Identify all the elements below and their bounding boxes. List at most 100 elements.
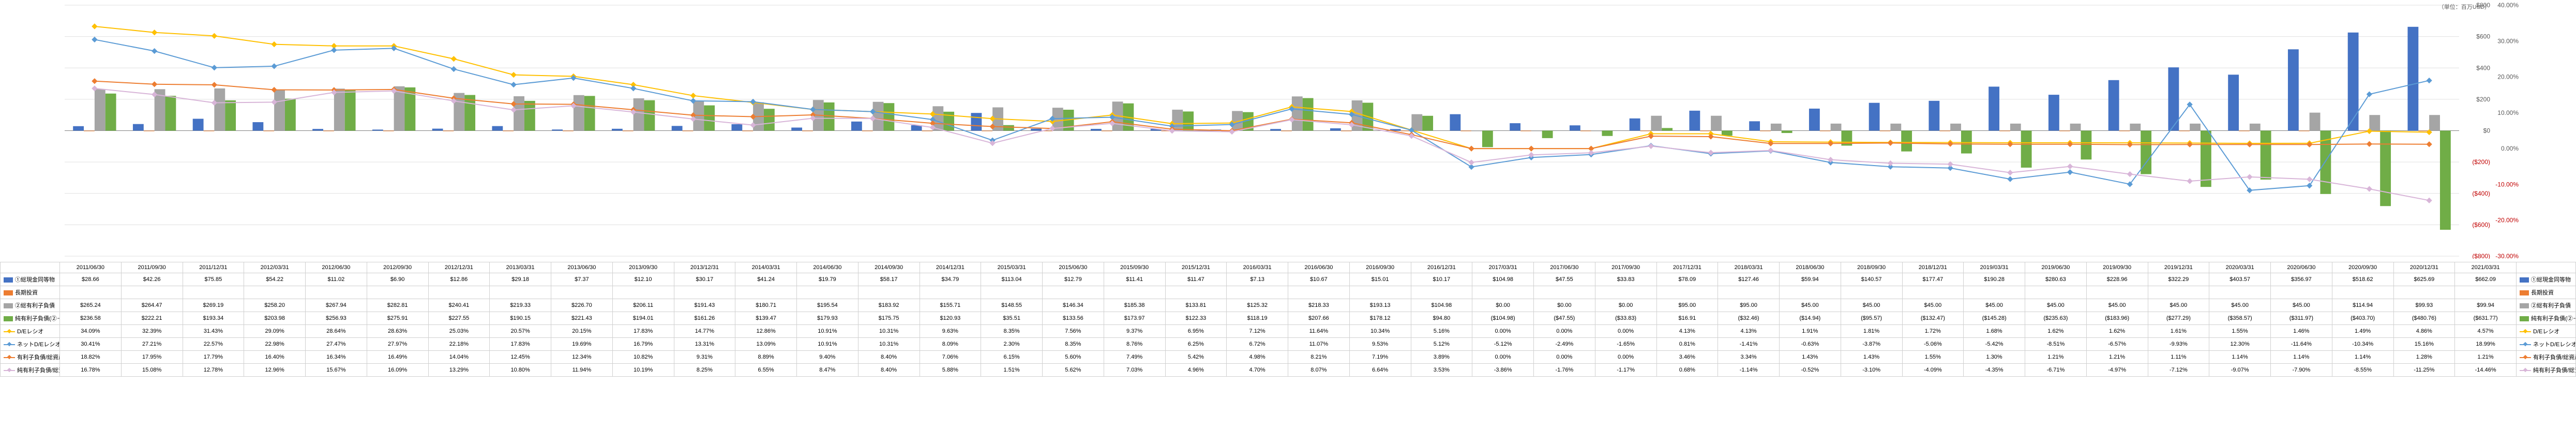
chart-svg: ($800)($600)($400)($200)$0$200$400$600$8… bbox=[59, 3, 2521, 259]
row-label-right-net_de_ratio: ネットD/Eレシオ bbox=[2517, 338, 2576, 351]
cell: $662.09 bbox=[2455, 273, 2517, 286]
cell: 1.21% bbox=[2455, 351, 2517, 364]
period-header: 2012/09/30 bbox=[367, 262, 428, 273]
period-header: 2018/06/30 bbox=[1780, 262, 1841, 273]
cell: 28.64% bbox=[306, 325, 367, 338]
cell: -1.14% bbox=[1718, 364, 1780, 377]
cell: -6.57% bbox=[2086, 338, 2148, 351]
cell: 1.62% bbox=[2086, 325, 2148, 338]
cell: 8.35% bbox=[1043, 338, 1104, 351]
cell: 1.30% bbox=[1964, 351, 2025, 364]
cell: -11.25% bbox=[2393, 364, 2455, 377]
period-header: 2017/12/31 bbox=[1656, 262, 1718, 273]
cell: 10.34% bbox=[1349, 325, 1411, 338]
cell: 1.68% bbox=[1964, 325, 2025, 338]
cell: $78.09 bbox=[1656, 273, 1718, 286]
cell: 27.21% bbox=[121, 338, 183, 351]
cell: 1.91% bbox=[1780, 325, 1841, 338]
svg-text:-20.00%: -20.00% bbox=[2495, 217, 2519, 224]
cell: $177.47 bbox=[1902, 273, 1964, 286]
cell: $226.70 bbox=[551, 299, 613, 312]
cell: 0.00% bbox=[1534, 325, 1595, 338]
row-label-right-net_debt_asset: 純有利子負債/総資産 bbox=[2517, 364, 2576, 377]
cell: $193.13 bbox=[1349, 299, 1411, 312]
cell: $180.71 bbox=[735, 299, 797, 312]
svg-text:40.00%: 40.00% bbox=[2497, 3, 2519, 9]
cell bbox=[2393, 286, 2455, 299]
cell: 12.96% bbox=[244, 364, 306, 377]
cell: $203.98 bbox=[244, 312, 306, 325]
cell: $155.71 bbox=[920, 299, 981, 312]
cell bbox=[1841, 286, 1902, 299]
cell: -8.55% bbox=[2332, 364, 2393, 377]
cell: 10.91% bbox=[797, 338, 858, 351]
cell: 1.61% bbox=[2148, 325, 2209, 338]
cell: -4.35% bbox=[1964, 364, 2025, 377]
cell: 13.29% bbox=[428, 364, 490, 377]
cell: $133.56 bbox=[1043, 312, 1104, 325]
period-header: 2015/09/30 bbox=[1104, 262, 1165, 273]
cell: 20.15% bbox=[551, 325, 613, 338]
cell bbox=[1227, 286, 1288, 299]
cell: $133.81 bbox=[1165, 299, 1227, 312]
cell: 5.16% bbox=[1411, 325, 1472, 338]
cell: 19.69% bbox=[551, 338, 613, 351]
cell bbox=[1656, 286, 1718, 299]
cell: 17.95% bbox=[121, 351, 183, 364]
cell: ($104.98) bbox=[1472, 312, 1534, 325]
period-header: 2011/09/30 bbox=[121, 262, 183, 273]
cell bbox=[2148, 286, 2209, 299]
cell: 8.40% bbox=[858, 351, 920, 364]
cell bbox=[2271, 286, 2332, 299]
cell: 22.98% bbox=[244, 338, 306, 351]
cell: 3.46% bbox=[1656, 351, 1718, 364]
cell: 34.09% bbox=[60, 325, 122, 338]
period-header: 2012/06/30 bbox=[306, 262, 367, 273]
cell: -1.76% bbox=[1534, 364, 1595, 377]
cell: 0.81% bbox=[1656, 338, 1718, 351]
cell bbox=[1718, 286, 1780, 299]
cell: 12.78% bbox=[183, 364, 244, 377]
cell: $221.43 bbox=[551, 312, 613, 325]
period-header: 2011/06/30 bbox=[60, 262, 122, 273]
cell: 10.80% bbox=[490, 364, 551, 377]
cell: 1.51% bbox=[981, 364, 1043, 377]
cell: 4.13% bbox=[1718, 325, 1780, 338]
cell: $625.69 bbox=[2393, 273, 2455, 286]
svg-text:30.00%: 30.00% bbox=[2497, 37, 2519, 45]
cell: $265.24 bbox=[60, 299, 122, 312]
cell: 8.07% bbox=[1288, 364, 1350, 377]
cell bbox=[1288, 286, 1350, 299]
cell: 0.00% bbox=[1472, 351, 1534, 364]
cell: -1.41% bbox=[1718, 338, 1780, 351]
cell: 1.55% bbox=[1902, 351, 1964, 364]
cell: $264.47 bbox=[121, 299, 183, 312]
cell: -2.49% bbox=[1534, 338, 1595, 351]
cell: $139.47 bbox=[735, 312, 797, 325]
svg-text:($600): ($600) bbox=[2472, 221, 2490, 228]
cell: $127.46 bbox=[1718, 273, 1780, 286]
cell: $45.00 bbox=[2086, 299, 2148, 312]
cell: -3.10% bbox=[1841, 364, 1902, 377]
period-header: 2013/09/30 bbox=[612, 262, 674, 273]
cell: 10.82% bbox=[612, 351, 674, 364]
period-header: 2017/06/30 bbox=[1534, 262, 1595, 273]
svg-text:（単位：百万USD）: （単位：百万USD） bbox=[2438, 3, 2490, 10]
cell: -9.07% bbox=[2209, 364, 2271, 377]
cell: $7.37 bbox=[551, 273, 613, 286]
cell: $75.85 bbox=[183, 273, 244, 286]
cell: $45.00 bbox=[2148, 299, 2209, 312]
svg-text:10.00%: 10.00% bbox=[2497, 109, 2519, 116]
cell: -11.64% bbox=[2271, 338, 2332, 351]
row-label-cash: ①総現金同等物 bbox=[1, 273, 60, 286]
cell: 10.31% bbox=[858, 325, 920, 338]
cell: 15.67% bbox=[306, 364, 367, 377]
cell: 7.49% bbox=[1104, 351, 1165, 364]
cell: $113.04 bbox=[981, 273, 1043, 286]
svg-text:($200): ($200) bbox=[2472, 158, 2490, 166]
cell: ($132.47) bbox=[1902, 312, 1964, 325]
cell: 1.46% bbox=[2271, 325, 2332, 338]
cell: -4.97% bbox=[2086, 364, 2148, 377]
cell: 8.76% bbox=[1104, 338, 1165, 351]
period-header: 2016/09/30 bbox=[1349, 262, 1411, 273]
